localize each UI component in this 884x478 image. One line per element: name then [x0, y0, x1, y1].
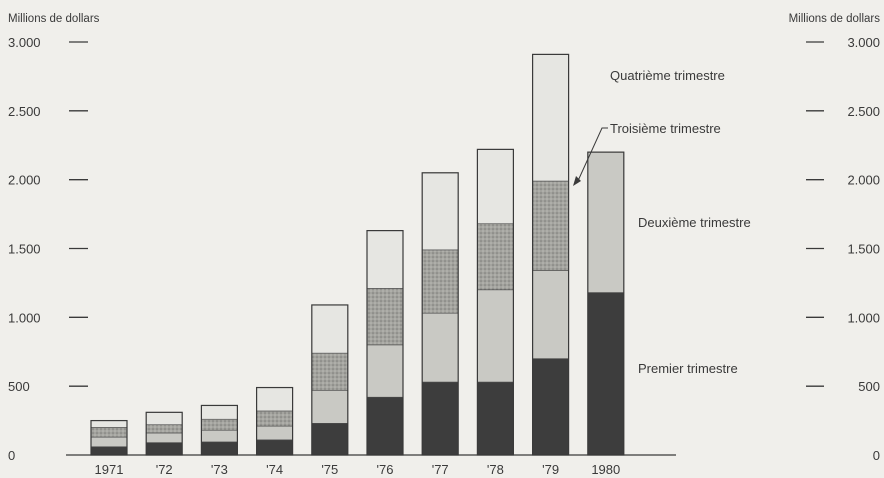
bar-segment: [366, 288, 404, 346]
bar-segment: [477, 381, 514, 456]
bar-segment: [90, 446, 128, 456]
right-tick-label: 1.000: [847, 310, 880, 325]
x-tick-label: '77: [432, 462, 449, 477]
bar-segment: [587, 151, 625, 293]
bar-segment: [532, 358, 569, 456]
bar-outline: [531, 53, 570, 456]
y-axis-left-unit-label: Millions de dollars: [8, 13, 100, 25]
bar-segment: [145, 412, 183, 426]
bar-outline: [476, 148, 514, 456]
bar-segment: [201, 418, 238, 431]
left-tick-label: 1.000: [8, 310, 41, 325]
bar-segment: [311, 423, 349, 456]
bar-segment: [256, 410, 293, 427]
bar-segment: [532, 180, 569, 271]
bar-segment: [145, 442, 183, 456]
bar-segment: [477, 149, 514, 225]
bar-segment: [366, 396, 404, 456]
legend-label-troisieme: Troisième trimestre: [610, 121, 721, 136]
left-tick-label: 2.500: [8, 104, 41, 119]
right-tick-label: 1.500: [847, 242, 880, 257]
axes-layer: 0 500 1.000 1.500 2.000 2.500 3.000 0 500 1.000 1.…: [8, 35, 880, 477]
bar-segment: [145, 424, 183, 434]
bar-outline: [90, 419, 128, 456]
bar-segment: [201, 429, 238, 443]
right-tick-label: 500: [858, 379, 880, 394]
x-tick-label: '78: [487, 462, 504, 477]
left-tick-label: 2.000: [8, 173, 41, 188]
bar-segment: [366, 230, 404, 289]
bar-segment: [366, 344, 404, 398]
bar-segment: [587, 292, 625, 456]
x-tick-label: 1980: [591, 462, 620, 477]
labels-layer: Millions de dollars Millions de dollars …: [8, 13, 880, 376]
x-tick-label: '75: [321, 462, 338, 477]
bar-segment: [256, 425, 293, 441]
bar-segment: [311, 389, 349, 424]
bar-segment: [256, 439, 293, 456]
x-tick-label: '74: [266, 462, 283, 477]
x-tick-label: '73: [211, 462, 228, 477]
legend-pointer-arrowhead: [573, 176, 581, 186]
bar-segment: [477, 289, 514, 383]
bar-segment: [421, 249, 459, 314]
right-tick-label: 3.000: [847, 35, 880, 50]
x-tick-label: '76: [377, 462, 394, 477]
left-tick-label: 1.500: [8, 242, 41, 257]
bar-segment: [311, 352, 349, 391]
x-tick-label: 1971: [95, 462, 124, 477]
bar-outline: [200, 404, 238, 456]
x-tick-label: '72: [156, 462, 173, 477]
y-axis-right-unit-label: Millions de dollars: [789, 13, 881, 25]
left-tick-label: 500: [8, 379, 30, 394]
bar-segment: [311, 304, 349, 354]
bar-outline: [587, 151, 625, 456]
right-tick-label: 0: [873, 448, 880, 463]
bar-outline: [256, 386, 294, 456]
legend-label-quatrieme: Quatrième trimestre: [610, 68, 725, 83]
bar-segment: [532, 54, 569, 182]
bar-segment: [421, 312, 459, 383]
bar-segment: [90, 427, 128, 438]
bar-segment: [477, 223, 514, 291]
left-tick-label: 3.000: [8, 35, 41, 50]
bar-segment: [201, 441, 238, 456]
bar-segment: [421, 172, 459, 251]
bar-outline: [145, 411, 183, 456]
bar-outline: [311, 304, 349, 456]
bar-segment: [90, 420, 128, 428]
bar-segment: [201, 405, 238, 420]
bar-outline: [366, 230, 404, 456]
left-tick-label: 0: [8, 448, 15, 463]
bar-segment: [532, 270, 569, 359]
right-tick-label: 2.500: [847, 104, 880, 119]
bar-outline: [421, 172, 459, 456]
x-tick-label: '79: [542, 462, 559, 477]
bar-segment: [256, 387, 293, 412]
bar-segment: [90, 436, 128, 448]
bar-segment: [421, 381, 459, 456]
bar-segment: [145, 432, 183, 443]
right-tick-label: 2.000: [847, 173, 880, 188]
bars-layer: [90, 53, 625, 456]
legend-label-premier: Premier trimestre: [638, 361, 738, 376]
legend-pointer-troisieme: [576, 127, 608, 184]
legend-label-deuxieme: Deuxième trimestre: [638, 215, 751, 230]
